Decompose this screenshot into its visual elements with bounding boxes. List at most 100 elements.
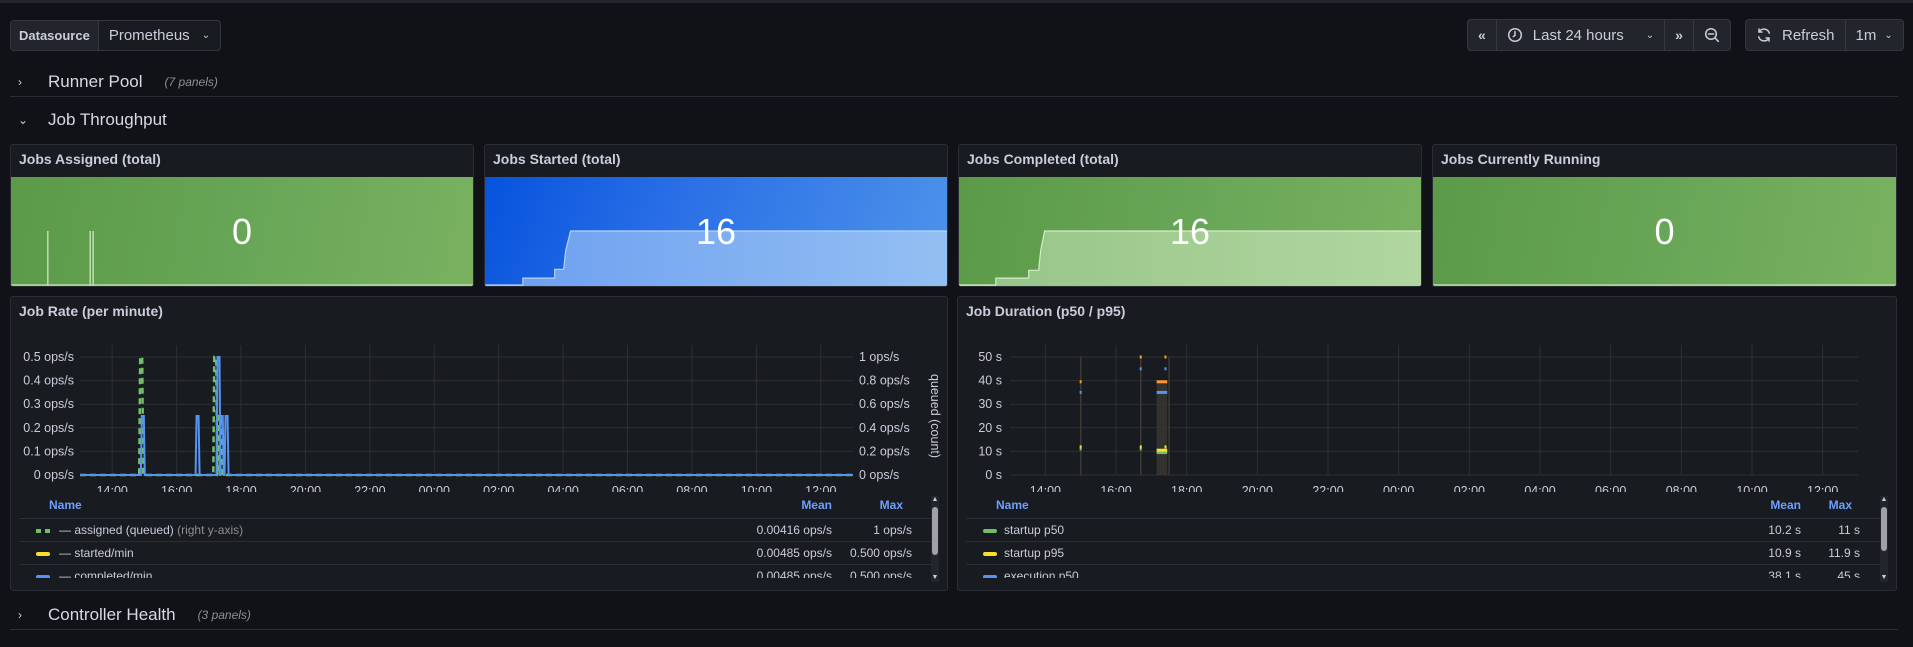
- legend-name-text: — assigned (queued): [59, 523, 174, 537]
- legend-row[interactable]: — assigned (queued) (right y-axis) 0.004…: [19, 518, 939, 541]
- y-right-axis-label: queued (count): [928, 374, 942, 458]
- time-shift-forward-button[interactable]: »: [1665, 20, 1694, 50]
- legend-max: 0.500 ops/s: [849, 569, 912, 578]
- row-controller-health[interactable]: › Controller Health (3 panels): [10, 600, 1898, 630]
- legend-max: 1 ops/s: [873, 523, 912, 537]
- legend-series-name: execution p50: [1004, 569, 1079, 578]
- x-tick-label: 10:00: [1736, 484, 1767, 492]
- refresh-interval-value: 1m: [1855, 26, 1877, 44]
- x-tick-label: 16:00: [161, 484, 192, 492]
- job-duration-legend: Name Mean Max startup p50 10.2 s 11 s st…: [966, 494, 1888, 578]
- row-panel-count: (3 panels): [197, 607, 251, 622]
- job-rate-chart[interactable]: 0 ops/s 0 ops/s 0.1 ops/s 0.2 ops/s 0.2 ops/…: [11, 297, 948, 492]
- y-left-tick-label: 0.2 ops/s: [23, 421, 74, 435]
- stat-panel-jobs-assigned[interactable]: Jobs Assigned (total) 0: [10, 144, 474, 287]
- x-tick-label: 12:00: [805, 484, 836, 492]
- legend-swatch-dashed: [36, 529, 50, 533]
- legend-max: 0.500 ops/s: [849, 546, 912, 560]
- y-tick-label: 0 s: [985, 468, 1002, 482]
- y-left-tick-label: 0.5 ops/s: [23, 350, 74, 364]
- legend-header-name[interactable]: Name: [996, 498, 1029, 512]
- stat-value: 16: [1169, 210, 1211, 252]
- legend-row[interactable]: startup p50 10.2 s 11 s: [966, 518, 1888, 541]
- stat-panel-jobs-completed[interactable]: Jobs Completed (total) 16: [958, 144, 1422, 287]
- series-point: [1164, 367, 1167, 371]
- legend-header-name[interactable]: Name: [49, 498, 82, 512]
- series-line: [80, 356, 853, 476]
- timeseries-panel-job-rate[interactable]: Job Rate (per minute) 0 ops/s 0 ops/s 0.1 …: [10, 296, 948, 591]
- scroll-thumb[interactable]: [932, 507, 938, 555]
- y-tick-label: 30 s: [978, 397, 1002, 411]
- series-point: [1079, 390, 1082, 394]
- scroll-up-icon[interactable]: ▲: [931, 496, 939, 503]
- series-point: [1164, 355, 1167, 359]
- time-shift-back-button[interactable]: «: [1468, 20, 1497, 50]
- x-tick-label: 02:00: [483, 484, 514, 492]
- stat-panel-jobs-started[interactable]: Jobs Started (total) 16: [484, 144, 948, 287]
- job-duration-chart[interactable]: 0 s 10 s 20 s 30 s 40 s 50 s 14:00 16:00 18:00 20…: [958, 297, 1897, 492]
- y-left-tick-label: 0.1 ops/s: [23, 444, 74, 458]
- series-fill-band: [1156, 381, 1168, 475]
- legend-header: Name Mean Max: [966, 494, 1888, 518]
- legend-scrollbar[interactable]: ▲ ▼: [931, 496, 939, 582]
- legend-mean: 0.00485 ops/s: [756, 569, 832, 578]
- panel-title: Jobs Currently Running: [1441, 151, 1601, 167]
- series-point: [1139, 355, 1142, 359]
- zoom-out-icon: [1704, 27, 1719, 43]
- y-right-tick-label: 1 ops/s: [859, 350, 899, 364]
- y-right-tick-label: 0.8 ops/s: [859, 374, 910, 388]
- datasource-select[interactable]: Prometheus ⌄: [99, 21, 220, 50]
- chevrons-left-icon: «: [1478, 27, 1486, 43]
- x-tick-label: 10:00: [741, 484, 772, 492]
- refresh-button[interactable]: Refresh: [1746, 20, 1846, 50]
- refresh-interval-picker[interactable]: 1m ⌄: [1846, 20, 1903, 50]
- legend-mean: 10.9 s: [1768, 546, 1801, 560]
- legend-scrollbar[interactable]: ▲ ▼: [1880, 496, 1888, 582]
- legend-header: Name Mean Max: [19, 494, 939, 518]
- scroll-down-icon[interactable]: ▼: [931, 574, 939, 581]
- x-tick-label: 02:00: [1454, 484, 1485, 492]
- panel-title: Jobs Assigned (total): [19, 151, 161, 167]
- x-tick-label: 08:00: [1666, 484, 1697, 492]
- row-job-throughput[interactable]: ⌄ Job Throughput: [10, 105, 1898, 135]
- sparkline-area: [485, 231, 947, 286]
- legend-max: 45 s: [1837, 569, 1860, 578]
- datasource-value: Prometheus: [108, 27, 190, 44]
- chevron-down-icon: ⌄: [1884, 29, 1893, 41]
- row-panel-count: (7 panels): [164, 74, 218, 89]
- timeseries-panel-job-duration[interactable]: Job Duration (p50 / p95) 0 s 10 s 20 s 30 s…: [957, 296, 1897, 591]
- scroll-up-icon[interactable]: ▲: [1880, 496, 1888, 503]
- x-tick-label: 16:00: [1100, 484, 1131, 492]
- legend-header-max[interactable]: Max: [879, 498, 903, 512]
- legend-series-name: startup p95: [1004, 546, 1065, 560]
- refresh-controls: Refresh 1m ⌄: [1745, 19, 1904, 51]
- time-range-picker[interactable]: Last 24 hours ⌄: [1497, 20, 1666, 50]
- scroll-thumb[interactable]: [1881, 507, 1887, 551]
- y-right-tick-label: 0.6 ops/s: [859, 397, 910, 411]
- stat-sparkline: [485, 230, 947, 286]
- legend-row[interactable]: — started/min 0.00485 ops/s 0.500 ops/s: [19, 541, 939, 564]
- x-tick-label: 18:00: [1171, 484, 1202, 492]
- datasource-picker[interactable]: Datasource Prometheus ⌄: [10, 20, 222, 51]
- legend-max: 11 s: [1838, 523, 1860, 537]
- row-runner-pool[interactable]: › Runner Pool (7 panels): [10, 67, 1898, 97]
- sparkline-line: [959, 230, 1421, 286]
- series-point: [1156, 451, 1168, 455]
- legend-header-mean[interactable]: Mean: [1770, 498, 1801, 512]
- legend-row[interactable]: — completed/min 0.00485 ops/s 0.500 ops/…: [19, 564, 939, 578]
- stat-panel-jobs-running[interactable]: Jobs Currently Running 0: [1432, 144, 1897, 287]
- scroll-down-icon[interactable]: ▼: [1880, 574, 1888, 581]
- y-right-tick-label: 0.4 ops/s: [859, 421, 910, 435]
- stat-body: 16: [959, 177, 1421, 286]
- legend-header-max[interactable]: Max: [1828, 498, 1852, 512]
- zoom-out-button[interactable]: [1694, 20, 1730, 50]
- y-left-tick-label: 0.3 ops/s: [23, 397, 74, 411]
- datasource-label: Datasource: [11, 21, 99, 50]
- legend-row[interactable]: execution p50 38.1 s 45 s: [966, 564, 1888, 578]
- row-title: Job Throughput: [48, 110, 167, 129]
- legend-header-mean[interactable]: Mean: [801, 498, 832, 512]
- legend-swatch: [983, 529, 997, 533]
- legend-row[interactable]: startup p95 10.9 s 11.9 s: [966, 541, 1888, 564]
- panel-title: Jobs Completed (total): [967, 151, 1119, 167]
- legend-series-name: startup p50: [1004, 523, 1065, 537]
